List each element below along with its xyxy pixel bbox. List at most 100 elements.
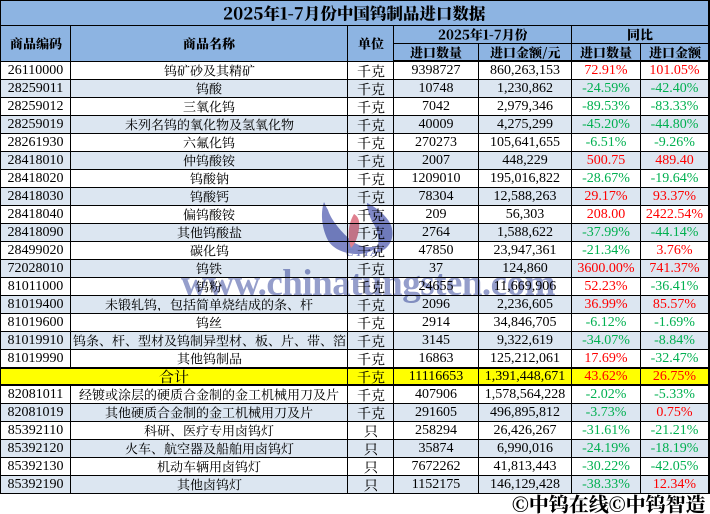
unit-glyphs <box>357 316 384 329</box>
name-cell: 其他钨制品 <box>71 350 348 368</box>
unit-glyphs <box>357 406 384 419</box>
code-cell: 28418090 <box>1 224 71 242</box>
qty-yoy-cell: 36.99% <box>572 296 641 314</box>
amount-cell: 11,669,906 <box>479 278 572 296</box>
product-name-glyphs <box>196 82 222 95</box>
amount-yoy-cell: -32.47% <box>641 350 709 368</box>
name-cell: 三氧化钨 <box>71 98 348 116</box>
unit-cell: 只 <box>348 476 394 494</box>
amount-cell: 23,947,361 <box>479 242 572 260</box>
unit-glyphs <box>363 424 377 437</box>
amount-yoy-cell: -8.84% <box>641 332 709 350</box>
code-cell: 28259019 <box>1 116 71 134</box>
amount-yoy-cell: 741.37% <box>641 260 709 278</box>
qty-yoy-cell: 29.17% <box>572 188 641 206</box>
code-cell: 28418040 <box>1 206 71 224</box>
product-name-glyphs <box>183 136 235 149</box>
unit-cell: 千克 <box>348 332 394 350</box>
amount-cell: 56,303 <box>479 206 572 224</box>
product-name-glyphs <box>79 388 339 401</box>
unit-glyphs <box>363 442 377 455</box>
amount-yoy-cell: 489.40 <box>641 152 709 170</box>
code-cell: 85392120 <box>1 440 71 458</box>
unit-cell: 千克 <box>348 314 394 332</box>
amount-cell: 448,229 <box>479 152 572 170</box>
qty-cell: 47850 <box>394 242 479 260</box>
product-name-glyphs <box>183 154 235 167</box>
amount-yoy-cell: 85.57% <box>641 296 709 314</box>
qty-yoy-cell: -31.61% <box>572 422 641 440</box>
amount-yoy-cell: -5.33% <box>641 386 709 404</box>
name-cell: 经镀或涂层的硬质合金制的金工机械用刀及片 <box>71 386 348 404</box>
unit-cell: 千克 <box>348 206 394 224</box>
unit-cell: 千克 <box>348 404 394 422</box>
name-cell: 火车、航空器及船舶用卤钨灯 <box>71 440 348 458</box>
header-group-period: 2025年1-7月份 <box>394 26 572 44</box>
amount-cell: 105,641,655 <box>479 134 572 152</box>
total-qty-cell: 11116653 <box>394 367 479 386</box>
name-cell: 碳化钨 <box>71 242 348 260</box>
amount-yoy-cell: 2422.54% <box>641 206 709 224</box>
header-cell-qty-glyphs <box>410 45 462 59</box>
amount-yoy-cell: -1.69% <box>641 314 709 332</box>
header-cell-unit: 单位 <box>348 26 394 62</box>
footer: ©中钨在线©中钨智造 <box>0 493 706 513</box>
unit-glyphs <box>357 388 384 401</box>
total-unit-glyphs <box>357 370 384 383</box>
code-cell: 81011000 <box>1 278 71 296</box>
amount-cell: 496,895,812 <box>479 404 572 422</box>
name-cell: 机动车辆用卤钨灯 <box>71 458 348 476</box>
header-group-yoy: 同比 <box>572 26 709 44</box>
total-amount-cell: 1,391,448,671 <box>479 367 572 386</box>
table-title-glyphs <box>224 4 486 21</box>
header-cell-yoy-qty-glyphs <box>580 45 632 59</box>
unit-cell: 千克 <box>348 242 394 260</box>
header-group-period-glyphs <box>438 28 528 41</box>
amount-cell: 41,813,443 <box>479 458 572 476</box>
qty-yoy-cell: -30.22% <box>572 458 641 476</box>
code-cell: 82081011 <box>1 386 71 404</box>
unit-cell: 千克 <box>348 260 394 278</box>
unit-cell: 千克 <box>348 188 394 206</box>
amount-yoy-cell: -42.40% <box>641 80 709 98</box>
name-cell: 偏钨酸铵 <box>71 206 348 224</box>
amount-yoy-cell: -83.33% <box>641 98 709 116</box>
qty-cell: 407906 <box>394 386 479 404</box>
product-name-glyphs <box>177 226 241 239</box>
import-data-table: 2025年1-7月份中国钨制品进口数据商品编码商品名称单位2025年1-7月份同… <box>0 0 710 494</box>
name-cell: 钨粉 <box>71 278 348 296</box>
code-cell: 85392110 <box>1 422 71 440</box>
amount-cell: 9,322,619 <box>479 332 572 350</box>
amount-cell: 4,275,299 <box>479 116 572 134</box>
unit-cell: 千克 <box>348 386 394 404</box>
header-group-yoy-glyphs <box>628 28 653 41</box>
total-label-cell: 合计 <box>1 367 348 386</box>
qty-cell: 270273 <box>394 134 479 152</box>
amount-yoy-cell: -18.19% <box>641 440 709 458</box>
amount-cell: 1,230,862 <box>479 80 572 98</box>
unit-glyphs <box>357 280 384 293</box>
qty-yoy-cell: -37.99% <box>572 224 641 242</box>
unit-glyphs <box>357 136 384 149</box>
unit-cell: 千克 <box>348 350 394 368</box>
unit-cell: 千克 <box>348 116 394 134</box>
name-cell: 钨酸 <box>71 80 348 98</box>
unit-glyphs <box>357 154 384 167</box>
name-cell: 未锻轧钨，包括简单烧结成的条、杆 <box>71 296 348 314</box>
qty-yoy-cell: -3.73% <box>572 404 641 422</box>
unit-glyphs <box>357 64 384 77</box>
header-cell-yoy-amount: 进口金额 <box>641 44 709 62</box>
amount-cell: 860,263,153 <box>479 62 572 80</box>
unit-cell: 千克 <box>348 80 394 98</box>
qty-cell: 78304 <box>394 188 479 206</box>
qty-yoy-cell: 52.23% <box>572 278 641 296</box>
code-cell: 82081019 <box>1 404 71 422</box>
table-title: 2025年1-7月份中国钨制品进口数据 <box>1 1 709 26</box>
total-label-glyphs <box>159 369 189 384</box>
product-name-glyphs <box>196 262 222 275</box>
name-cell: 仲钨酸铵 <box>71 152 348 170</box>
qty-yoy-cell: -21.34% <box>572 242 641 260</box>
product-name-glyphs <box>125 442 294 455</box>
unit-cell: 千克 <box>348 62 394 80</box>
code-cell: 81019990 <box>1 350 71 368</box>
